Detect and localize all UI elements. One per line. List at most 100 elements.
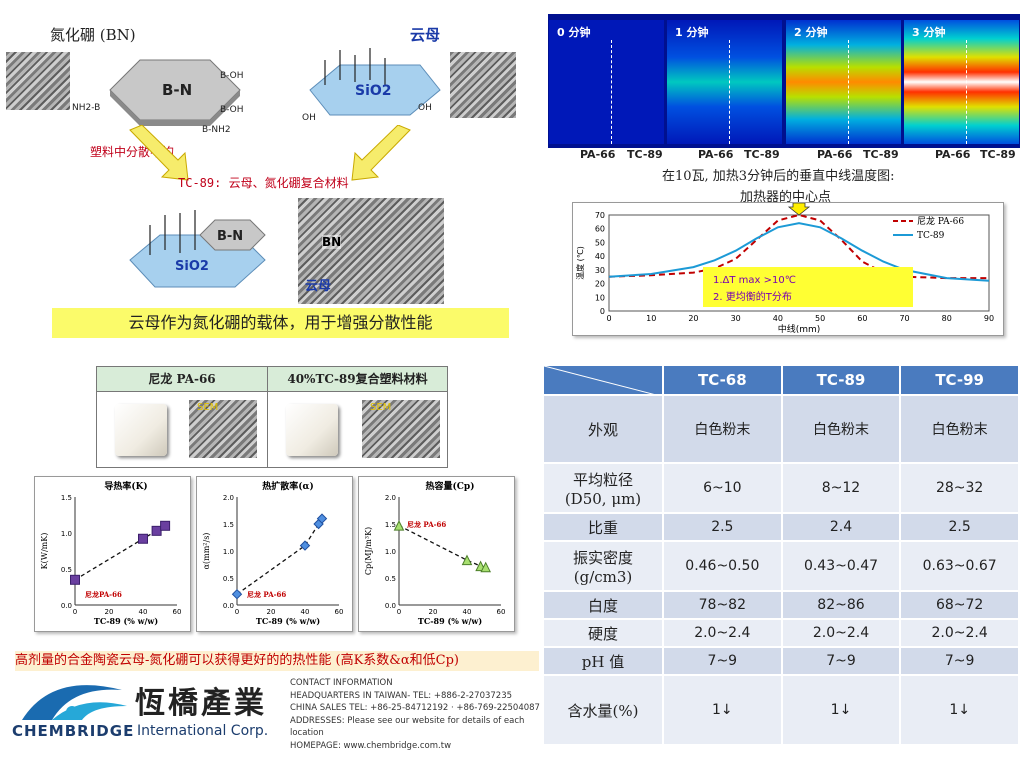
temperature-chart: 0 10 20 30 40 50 60 70 0 10 20 30 40 50 60 70 80 90 中线(mm)… bbox=[572, 202, 1004, 336]
heatmap-label-1: 1 分钟 bbox=[675, 26, 709, 39]
table-row: pH 值 7~9 7~9 7~9 bbox=[542, 646, 1020, 676]
y-axis-label: K(W/mK) bbox=[40, 533, 49, 570]
contact-line-4: HOMEPAGE: www.chembridge.com.tw bbox=[290, 740, 452, 751]
y-tick-label: 1.5 bbox=[223, 521, 234, 529]
tc89-sem-image bbox=[362, 400, 440, 458]
logo-sub: International Corp. bbox=[137, 723, 269, 739]
sem-mica-label: 云母 bbox=[305, 279, 332, 294]
table-cell: 68~72 bbox=[899, 590, 1020, 620]
y-tick-label: 1.0 bbox=[223, 548, 234, 556]
data-point bbox=[138, 533, 148, 544]
y-tick-label: 1.5 bbox=[61, 494, 72, 502]
pa-comparison-table: 尼龙 PA-66 40%TC-89复合塑料材料 SEM SEM bbox=[96, 366, 448, 468]
x-tick-label: 20 bbox=[105, 608, 114, 616]
y-tick-label: 70 bbox=[595, 211, 605, 220]
logo-brand: CHEMBRIDGE bbox=[12, 722, 135, 740]
trend-line bbox=[398, 525, 486, 568]
row-label: 白度 bbox=[542, 590, 664, 620]
data-point bbox=[299, 540, 311, 551]
chart-title: 热容量(Cp) bbox=[426, 480, 475, 492]
x-tick-label: 20 bbox=[267, 608, 276, 616]
chart-title: 热扩散率(α) bbox=[262, 480, 313, 492]
composite-sio2-label: SiO2 bbox=[175, 259, 209, 274]
y-tick-label: 0 bbox=[600, 307, 605, 316]
bottom-conclusion: 高剂量的合金陶瓷云母-氮化硼可以获得更好的的热性能 (高K系数&α和低Cp) bbox=[15, 651, 539, 671]
annotation-line-2: 2. 更均衡的T分布 bbox=[713, 290, 792, 303]
temperature-chart-svg: 0 10 20 30 40 50 60 70 0 10 20 30 40 50 60 70 80 90 中线(mm)… bbox=[575, 202, 994, 335]
hm-left-2: PA-66 bbox=[817, 148, 853, 161]
y-tick-label: 50 bbox=[595, 238, 605, 247]
legend-label-0: 尼龙 PA-66 bbox=[917, 215, 964, 227]
y-tick-label: 2.0 bbox=[385, 494, 396, 502]
table-cell: 1↓ bbox=[662, 674, 783, 746]
heatmap-label-2: 2 分钟 bbox=[794, 26, 828, 39]
x-tick-label: 80 bbox=[942, 314, 952, 323]
pa66-sem-image bbox=[189, 400, 257, 458]
x-axis-label: TC-89 (% w/w) bbox=[418, 616, 482, 626]
heatmap-panel-3: 3 分钟 bbox=[904, 20, 1019, 144]
y-axis-label: α(mm²/s) bbox=[202, 533, 211, 570]
table-row: 振实密度 (g/cm3) 0.46~0.50 0.43~0.47 0.63~0.67 bbox=[542, 540, 1020, 592]
bn-label: B-N bbox=[162, 81, 192, 99]
x-tick-label: 40 bbox=[301, 608, 310, 616]
table-cell: 0.43~0.47 bbox=[780, 540, 902, 592]
hm-left-0: PA-66 bbox=[580, 148, 616, 161]
y-tick-label: 0.5 bbox=[223, 575, 234, 583]
heatmap-label-0: 0 分钟 bbox=[557, 26, 591, 39]
tc89-header: 40%TC-89复合塑料材料 bbox=[268, 367, 447, 391]
center-note: 加热器的中心点 bbox=[740, 190, 832, 205]
small-chart-2: 热容量(Cp) 0.0 0.5 1.0 1.5 2.0 0 20 40 60 TC-89 (% w/… bbox=[358, 476, 515, 632]
x-tick-label: 60 bbox=[497, 608, 506, 616]
svg-text:B-NH2: B-NH2 bbox=[202, 125, 231, 135]
bn-molecule: B-N B-OH B-OH B-NH2 NH2-B bbox=[72, 59, 244, 135]
hm-right-0: TC-89 bbox=[627, 148, 663, 161]
y-axis-label: Cp(MJ/m³K) bbox=[364, 527, 373, 575]
header-tc68: TC-68 bbox=[662, 364, 783, 396]
tc89-caption: TC-89: 云母、氮化硼复合材料 bbox=[178, 176, 349, 190]
svg-text:B-OH: B-OH bbox=[220, 105, 244, 115]
table-cell: 6~10 bbox=[662, 462, 783, 514]
sem-bn-label: BN bbox=[322, 235, 342, 249]
x-tick-label: 0 bbox=[397, 608, 401, 616]
x-axis-label: 中线(mm) bbox=[778, 323, 821, 335]
x-tick-label: 20 bbox=[429, 608, 438, 616]
bn-sem-image bbox=[6, 52, 70, 110]
annotation-box bbox=[703, 267, 913, 307]
table-cell: 1↓ bbox=[899, 674, 1020, 746]
y-tick-label: 1.5 bbox=[385, 521, 396, 529]
pa66-sem-label: SEM bbox=[197, 402, 219, 413]
heatmap-panel-0: 0 分钟 bbox=[549, 20, 664, 144]
x-tick-label: 50 bbox=[815, 314, 825, 323]
heatmap-panel-1: 1 分钟 bbox=[667, 20, 782, 144]
small-chart-1: 热扩散率(α) 0.0 0.5 1.0 1.5 2.0 0 20 40 60 TC-89 (% w/… bbox=[196, 476, 353, 632]
table-row: 平均粒径 (D50, μm) 6~10 8~12 28~32 bbox=[542, 462, 1020, 514]
hm-left-1: PA-66 bbox=[698, 148, 734, 161]
y-tick-label: 0.0 bbox=[61, 602, 72, 610]
table-cell: 7~9 bbox=[899, 646, 1020, 676]
header-tc99: TC-99 bbox=[899, 364, 1020, 396]
logo-chinese: 恆橋產業 bbox=[135, 686, 267, 721]
table-cell: 2.4 bbox=[780, 512, 902, 542]
hm-left-3: PA-66 bbox=[935, 148, 971, 161]
contact-info: CONTACT INFORMATION HEADQUARTERS IN TAIW… bbox=[290, 677, 540, 752]
table-cell: 7~9 bbox=[780, 646, 902, 676]
pa66-header: 尼龙 PA-66 bbox=[97, 367, 268, 391]
x-tick-label: 40 bbox=[139, 608, 148, 616]
composite-sem-image bbox=[298, 198, 444, 304]
row-label: 含水量(%) bbox=[542, 674, 664, 746]
composite-molecule: B-N SiO2 bbox=[129, 210, 266, 288]
data-point bbox=[231, 588, 243, 600]
y-tick-label: 10 bbox=[595, 293, 605, 302]
y-tick-label: 0.0 bbox=[223, 602, 234, 610]
center-arrow-icon bbox=[787, 202, 811, 216]
table-cell: 0.46~0.50 bbox=[662, 540, 783, 592]
contact-line-1: HEADQUARTERS IN TAIWAN- TEL: +886-2-2703… bbox=[290, 690, 513, 701]
tc89-sem-label: SEM bbox=[370, 402, 392, 413]
y-tick-label: 40 bbox=[595, 252, 605, 261]
y-tick-label: 1.0 bbox=[61, 530, 72, 538]
y-tick-label: 0.5 bbox=[61, 566, 72, 574]
small-chart-0: 导热率(K) 0.0 0.5 1.0 1.5 0 20 40 60 TC-89 (% w/w) K(… bbox=[34, 476, 191, 632]
annotation-line-1: 1.ΔT max >10℃ bbox=[713, 275, 796, 286]
table-cell: 7~9 bbox=[662, 646, 783, 676]
svg-text:OH: OH bbox=[302, 113, 316, 123]
